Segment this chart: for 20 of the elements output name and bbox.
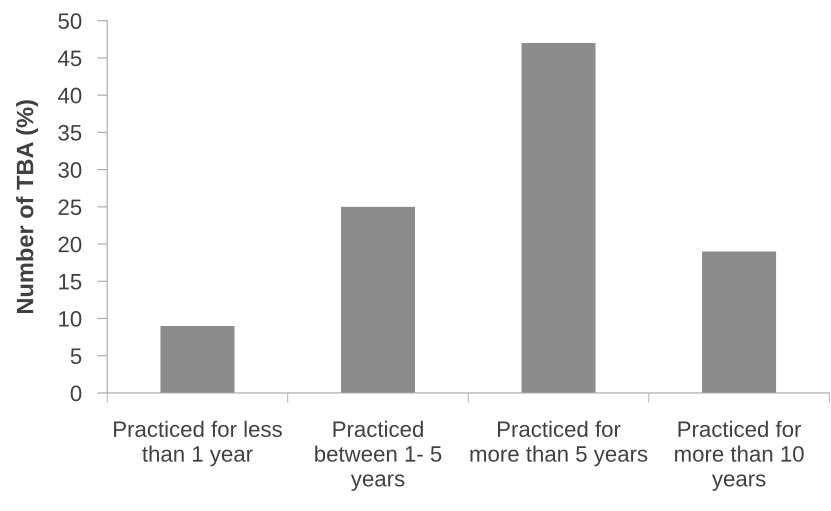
x-tick-label: Practiced between 1- 5 years (315, 420, 442, 491)
y-tick-label: 5 (70, 348, 82, 364)
y-axis-title: Number of TBA (%) (16, 100, 38, 314)
x-tick-label: Practiced for more than 5 years (470, 420, 648, 466)
y-tick-label: 50 (58, 13, 82, 29)
bar (160, 326, 234, 393)
y-tick-label: 30 (58, 162, 82, 178)
x-tick-label: Practiced for less than 1 year (114, 420, 282, 466)
y-tick-label: 35 (58, 124, 82, 141)
x-tick-label: Practiced for more than 10 years (675, 420, 804, 491)
y-tick-label: 20 (58, 236, 82, 252)
bar (340, 206, 416, 393)
y-tick-label: 40 (58, 88, 82, 104)
bar (702, 252, 776, 393)
y-tick-label: 25 (58, 199, 82, 216)
y-tick-label: 45 (58, 50, 82, 66)
y-tick-label: 10 (59, 311, 82, 327)
y-tick-label: 0 (70, 385, 82, 402)
y-tick-label: 15 (59, 274, 82, 290)
bar (522, 43, 596, 393)
